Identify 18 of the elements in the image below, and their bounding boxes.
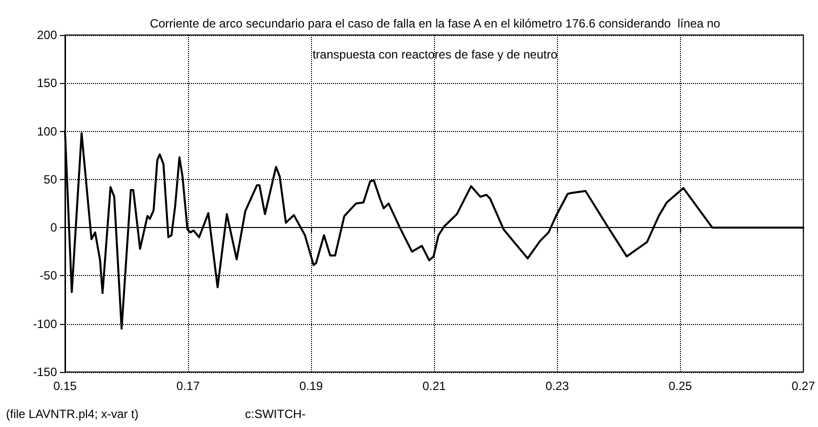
y-tick-label: -100 — [32, 316, 58, 331]
text: (file LAVNTR.pl4; x-var t) — [6, 407, 138, 421]
y-tick-label: 0 — [50, 220, 58, 235]
x-tick-label: 0.21 — [422, 379, 446, 393]
text: c:SWITCH- — [245, 407, 306, 421]
x-tick-label: 0.19 — [299, 379, 324, 393]
y-tick-label: 100 — [36, 124, 58, 138]
x-tick-label: 0.23 — [546, 379, 570, 393]
x-tick-label: 0.27 — [792, 379, 816, 393]
y-tick-label: -50 — [40, 268, 58, 283]
x-tick-label: 0.15 — [53, 379, 77, 393]
y-tick-label: 200 — [36, 28, 58, 42]
y-tick-label: 150 — [36, 76, 58, 90]
y-tick-label: -150 — [32, 365, 58, 379]
y-tick-label: 50 — [44, 172, 58, 186]
chart-title: Corriente de arco secundario para el caso de falla en la fase A en el kilómetro 176.6 considerando línea no transpuesta con reactores de fase y de neutro — [150, 16, 720, 62]
x-tick-label: 0.25 — [668, 379, 692, 393]
x-tick-label: 0.17 — [176, 379, 200, 393]
